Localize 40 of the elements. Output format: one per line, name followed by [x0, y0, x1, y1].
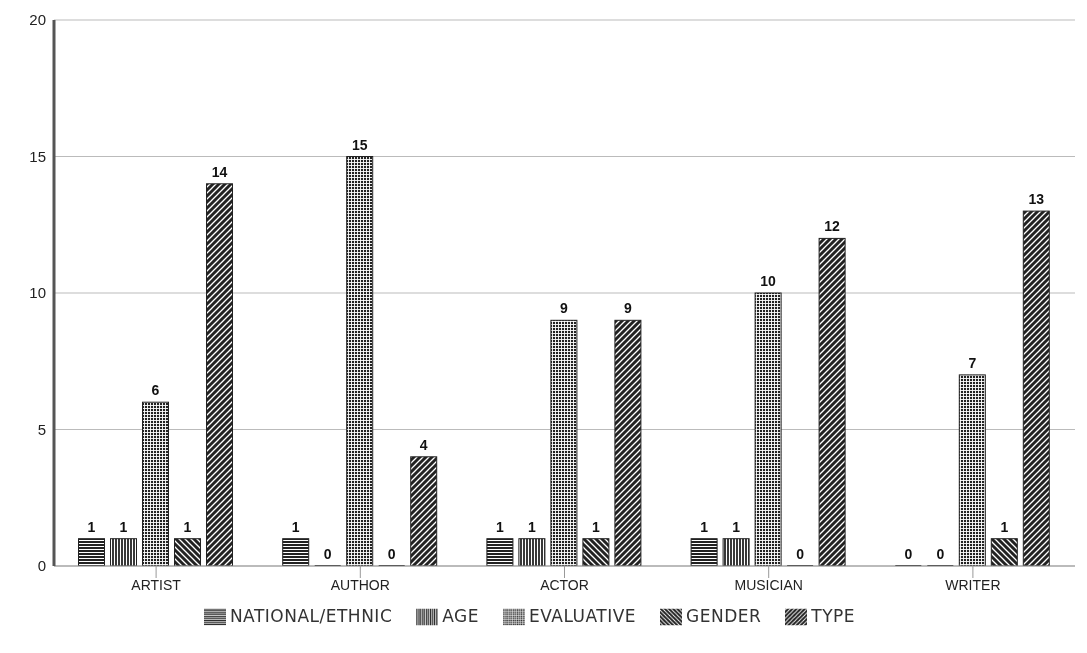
data-label: 1 [528, 518, 537, 535]
legend-label: AGE [442, 606, 479, 626]
x-tick-label: WRITER [945, 576, 1001, 593]
legend-label: GENDER [686, 606, 762, 626]
data-label: 1 [183, 518, 192, 535]
data-label: 9 [560, 300, 569, 317]
data-label: 14 [211, 163, 228, 180]
x-tick-label: AUTHOR [330, 576, 390, 593]
y-tick-label: 10 [29, 284, 46, 302]
data-label: 1 [592, 518, 601, 535]
y-tick-label: 15 [29, 147, 46, 165]
data-label: 12 [824, 218, 841, 235]
x-tick-label: ACTOR [540, 576, 589, 593]
legend-label: TYPE [811, 606, 856, 626]
data-label: 4 [419, 436, 428, 453]
data-label: 10 [760, 273, 777, 289]
data-label: 1 [291, 518, 300, 535]
data-label: 1 [87, 518, 96, 535]
x-tick-label: MUSICIAN [734, 576, 803, 593]
y-tick-label: 20 [29, 11, 46, 29]
data-label: 0 [387, 546, 396, 562]
data-label: 1 [700, 518, 709, 535]
y-tick-label: 5 [37, 420, 46, 438]
data-label: 6 [151, 382, 160, 399]
data-label: 1 [732, 518, 741, 535]
data-label: 15 [351, 136, 368, 153]
data-label: 7 [968, 354, 977, 371]
x-tick-label: ARTIST [131, 576, 182, 593]
data-label: 0 [323, 546, 332, 562]
legend-label: NATIONAL/ETHNIC [229, 606, 393, 626]
legend-label: EVALUATIVE [529, 606, 637, 626]
data-label: 0 [796, 546, 805, 562]
data-label: 1 [496, 518, 505, 535]
data-label: 1 [119, 518, 128, 535]
y-tick-label: 0 [37, 557, 46, 575]
data-label: 0 [904, 546, 913, 562]
data-label: 1 [1000, 518, 1009, 535]
data-label: 9 [624, 300, 633, 317]
data-label: 13 [1028, 191, 1045, 208]
data-label: 0 [936, 546, 945, 562]
